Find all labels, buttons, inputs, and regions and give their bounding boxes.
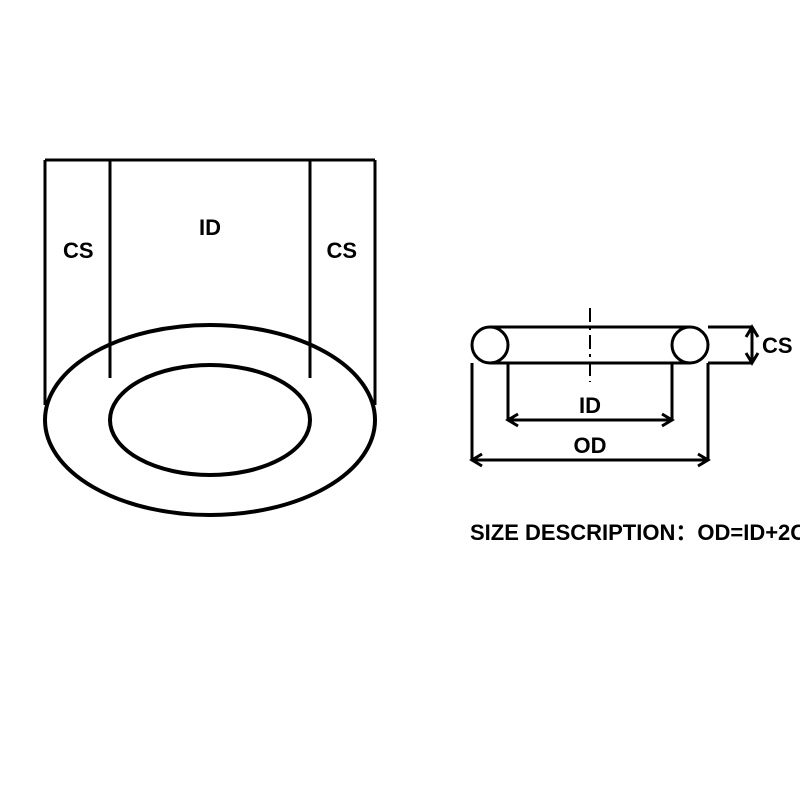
label-cs-section: CS xyxy=(762,333,793,358)
label-cs-left: CS xyxy=(63,238,94,263)
cs-bracket xyxy=(708,327,758,363)
perspective-ring xyxy=(45,325,375,515)
outer-ellipse xyxy=(45,325,375,515)
size-description-caption: SIZE DESCRIPTION：OD=ID+2CS xyxy=(470,520,800,545)
top-dimension-bracket xyxy=(45,160,375,405)
cs-circle-left xyxy=(472,327,508,363)
label-od: OD xyxy=(574,433,607,458)
label-id-left: ID xyxy=(199,215,221,240)
inner-ellipse xyxy=(110,365,310,475)
label-cs-right: CS xyxy=(326,238,357,263)
label-id-section: ID xyxy=(579,393,601,418)
oring-size-diagram: ID CS CS ID OD CS SIZE D xyxy=(0,0,800,800)
cs-circle-right xyxy=(672,327,708,363)
